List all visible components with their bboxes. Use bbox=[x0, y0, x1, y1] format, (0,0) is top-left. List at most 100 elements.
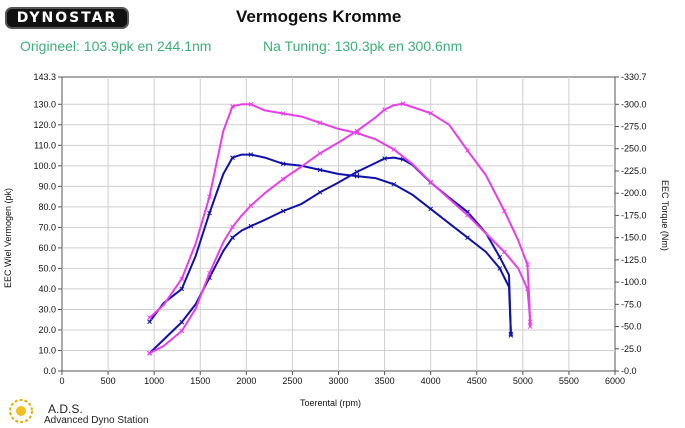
data-point bbox=[280, 208, 286, 214]
data-point bbox=[382, 156, 387, 161]
data-point bbox=[525, 261, 530, 267]
data-point bbox=[465, 148, 470, 153]
x-tick-label: 6000 bbox=[605, 376, 625, 386]
y-right-tick-label: -125.0 bbox=[621, 255, 647, 265]
y-right-tick-label: -100.0 bbox=[621, 277, 647, 287]
x-tick-label: 4500 bbox=[467, 376, 487, 386]
tuned-summary-label: Na Tuning: 130.3pk en 300.6nm bbox=[263, 38, 463, 54]
data-point bbox=[497, 254, 503, 260]
y-left-tick-label: 120.0 bbox=[33, 120, 56, 130]
x-axis-label: Toerental (rpm) bbox=[300, 398, 362, 408]
y-right-tick-label: -250.0 bbox=[621, 144, 647, 154]
data-point bbox=[179, 276, 185, 282]
data-point bbox=[527, 324, 533, 329]
y-left-tick-label: 110.0 bbox=[34, 140, 56, 150]
y-left-tick-label: 80.0 bbox=[38, 202, 56, 212]
data-point bbox=[230, 235, 235, 241]
original-summary-label: Origineel: 103.9pk en 244.1nm bbox=[20, 38, 212, 54]
y-right-tick-label: -330.7 bbox=[621, 72, 647, 82]
y-left-tick-label: 90.0 bbox=[38, 181, 56, 191]
data-point bbox=[317, 120, 323, 126]
x-tick-label: 0 bbox=[59, 376, 64, 386]
data-point bbox=[207, 210, 212, 216]
data-point bbox=[391, 181, 397, 187]
y-right-tick-label: -275.0 bbox=[621, 122, 647, 132]
x-tick-label: 3000 bbox=[328, 376, 348, 386]
data-point bbox=[147, 315, 152, 321]
data-point bbox=[179, 319, 185, 325]
data-point bbox=[147, 319, 152, 325]
y-left-tick-label: 100.0 bbox=[33, 161, 56, 171]
x-tick-label: 2000 bbox=[236, 376, 256, 386]
x-tick-label: 2500 bbox=[282, 376, 302, 386]
data-point bbox=[230, 155, 235, 160]
data-point bbox=[428, 110, 434, 116]
data-point bbox=[230, 103, 235, 109]
y-right-tick-label: -200.0 bbox=[621, 188, 647, 198]
data-point bbox=[280, 176, 286, 182]
y-axis-right-label: EEC Torque (Nm) bbox=[660, 180, 670, 251]
footer-brand: A.D.S. bbox=[48, 402, 83, 416]
data-point bbox=[179, 328, 185, 334]
ads-logo-icon bbox=[9, 399, 33, 423]
data-point bbox=[354, 169, 360, 175]
data-point bbox=[354, 128, 360, 134]
x-tick-label: 4000 bbox=[421, 376, 441, 386]
data-point bbox=[230, 224, 235, 230]
data-point bbox=[391, 147, 397, 152]
y-right-tick-label: -25.0 bbox=[621, 344, 642, 354]
y-axis-left-label: EEC Wiel Vermogen (pk) bbox=[3, 187, 13, 288]
y-left-tick-label: 40.0 bbox=[38, 284, 56, 294]
y-left-tick-label: 10.0 bbox=[38, 345, 56, 355]
data-point bbox=[179, 286, 185, 292]
data-point bbox=[207, 194, 212, 199]
y-left-tick-label: 70.0 bbox=[38, 222, 56, 232]
y-left-tick-label: 143.3 bbox=[33, 72, 56, 82]
series-line-1 bbox=[148, 156, 512, 354]
y-left-tick-label: 50.0 bbox=[38, 263, 56, 273]
data-point bbox=[502, 249, 507, 255]
data-point bbox=[248, 101, 254, 107]
data-point bbox=[248, 152, 254, 157]
chart-title: Vermogens Kromme bbox=[236, 7, 402, 26]
y-left-tick-label: 130.0 bbox=[33, 99, 56, 109]
data-point bbox=[428, 179, 434, 185]
data-point bbox=[465, 212, 470, 218]
y-right-tick-label: -300.0 bbox=[621, 99, 647, 109]
x-tick-label: 1500 bbox=[190, 376, 210, 386]
x-tick-label: 5500 bbox=[559, 376, 579, 386]
x-tick-label: 3500 bbox=[375, 376, 395, 386]
data-point bbox=[248, 223, 254, 229]
footer-brand-subtitle: Advanced Dyno Station bbox=[44, 415, 149, 426]
y-right-tick-label: -150.0 bbox=[621, 233, 647, 243]
y-left-tick-label: 20.0 bbox=[38, 325, 56, 335]
data-point bbox=[280, 111, 286, 116]
data-point bbox=[382, 107, 387, 112]
data-point bbox=[317, 150, 323, 156]
y-right-tick-label: -175.0 bbox=[621, 210, 647, 220]
dynostar-logo: DYNOSTAR bbox=[5, 7, 129, 29]
data-point bbox=[248, 203, 254, 208]
data-point bbox=[280, 161, 286, 167]
data-point bbox=[428, 206, 434, 212]
y-right-tick-label: -75.0 bbox=[621, 299, 642, 309]
data-point bbox=[317, 167, 323, 173]
y-left-tick-label: 30.0 bbox=[38, 304, 56, 314]
data-point bbox=[508, 333, 514, 338]
x-tick-label: 500 bbox=[101, 376, 116, 386]
data-point bbox=[497, 266, 503, 271]
y-right-tick-label: -0.0 bbox=[621, 366, 637, 376]
y-right-tick-label: -50.0 bbox=[621, 322, 642, 332]
data-point bbox=[502, 208, 507, 214]
data-point bbox=[147, 350, 152, 356]
x-tick-label: 1000 bbox=[144, 376, 164, 386]
y-right-tick-label: -225.0 bbox=[621, 166, 647, 176]
data-point bbox=[317, 189, 323, 195]
data-point bbox=[400, 101, 406, 107]
series-line-2 bbox=[148, 103, 532, 322]
data-point bbox=[354, 173, 360, 179]
y-left-tick-label: 60.0 bbox=[38, 243, 56, 253]
data-point bbox=[207, 270, 212, 276]
x-tick-label: 5000 bbox=[513, 376, 533, 386]
